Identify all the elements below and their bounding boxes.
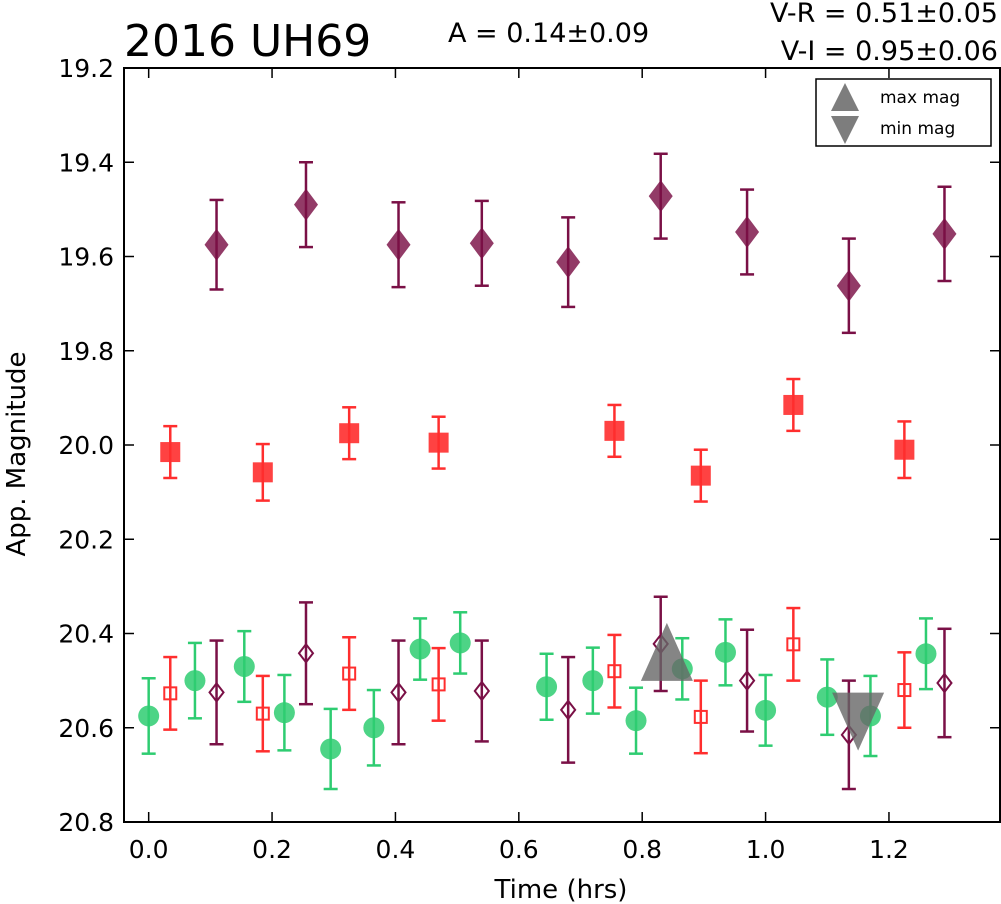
y-tick-label: 19.4 bbox=[58, 148, 114, 177]
open-diamond-point bbox=[208, 681, 225, 704]
open-square-point bbox=[255, 706, 270, 721]
series-diamond-filled bbox=[204, 152, 957, 335]
open-square-point bbox=[786, 637, 801, 652]
legend-min-label: min mag bbox=[880, 119, 955, 139]
legend: max mag min mag bbox=[815, 78, 992, 147]
x-tick-label: 1.0 bbox=[746, 835, 786, 864]
square-point bbox=[894, 439, 915, 460]
circle-point bbox=[536, 676, 558, 698]
series-circle-filled bbox=[138, 611, 937, 791]
error-bar bbox=[740, 628, 755, 733]
open-square-point bbox=[693, 709, 708, 724]
open-square-point bbox=[897, 683, 912, 698]
circle-point bbox=[625, 710, 647, 732]
error-bar bbox=[342, 636, 357, 712]
open-diamond-point bbox=[297, 642, 315, 664]
error-bar bbox=[897, 651, 912, 729]
diamond-point bbox=[386, 228, 411, 261]
legend-min-triangle-icon bbox=[831, 116, 859, 144]
error-bar bbox=[431, 646, 446, 722]
x-tick-label: 0.6 bbox=[499, 835, 539, 864]
error-bar bbox=[255, 674, 270, 753]
error-bar bbox=[391, 639, 406, 746]
square-point bbox=[604, 420, 625, 441]
circle-point bbox=[320, 738, 342, 760]
error-bar bbox=[786, 606, 801, 682]
square-point bbox=[160, 442, 181, 463]
circle-point bbox=[138, 705, 160, 727]
diamond-point bbox=[932, 217, 957, 250]
open-square-point bbox=[163, 686, 178, 701]
error-bar bbox=[209, 639, 224, 746]
circle-point bbox=[714, 641, 736, 663]
circle-point bbox=[449, 632, 471, 654]
legend-max-label: max mag bbox=[880, 88, 960, 108]
circle-point bbox=[363, 717, 385, 739]
amplitude-label: A = 0.14±0.09 bbox=[448, 18, 649, 49]
diamond-point bbox=[735, 215, 760, 248]
error-bar bbox=[561, 655, 576, 764]
square-point bbox=[339, 423, 360, 444]
square-point bbox=[783, 394, 804, 415]
circle-point bbox=[755, 699, 777, 721]
y-tick-label: 20.0 bbox=[58, 431, 114, 460]
circle-point bbox=[816, 686, 838, 708]
error-bar bbox=[607, 633, 622, 709]
error-bar bbox=[693, 679, 708, 755]
circle-point bbox=[184, 670, 206, 692]
diamond-point bbox=[469, 227, 494, 260]
y-tick-label: 19.8 bbox=[58, 337, 114, 366]
diamond-point bbox=[556, 246, 581, 279]
square-point bbox=[252, 462, 273, 483]
open-diamond-point bbox=[738, 669, 756, 692]
error-bar bbox=[298, 601, 313, 706]
object-title: 2016 UH69 bbox=[124, 16, 371, 67]
data-marks bbox=[138, 152, 957, 791]
square-point bbox=[690, 465, 711, 486]
error-bar bbox=[937, 627, 952, 739]
legend-max-triangle-icon bbox=[831, 83, 859, 111]
series-square-filled bbox=[160, 377, 915, 503]
circle-point bbox=[273, 702, 295, 724]
open-diamond-point bbox=[390, 681, 407, 704]
open-square-point bbox=[342, 666, 357, 681]
circle-point bbox=[915, 643, 937, 665]
diamond-point bbox=[204, 228, 229, 261]
max-mag-triangle bbox=[640, 622, 693, 681]
open-square-point bbox=[431, 677, 446, 692]
diamond-point bbox=[293, 188, 318, 221]
error-bar bbox=[163, 655, 178, 731]
x-tick-label: 0.8 bbox=[622, 835, 662, 864]
y-tick-label: 20.4 bbox=[58, 620, 114, 649]
x-tick-label: 0.4 bbox=[376, 835, 416, 864]
circle-point bbox=[233, 655, 255, 677]
x-tick-label: 0.2 bbox=[252, 835, 292, 864]
open-diamond-point bbox=[473, 680, 491, 702]
circle-point bbox=[409, 638, 431, 660]
open-diamond-point bbox=[936, 672, 953, 694]
series-square-open bbox=[163, 606, 912, 755]
vr-color-label: V-R = 0.51±0.05 bbox=[770, 0, 998, 29]
y-tick-label: 20.8 bbox=[58, 808, 114, 837]
y-axis-label: App. Magnitude bbox=[2, 351, 32, 556]
vi-color-label: V-I = 0.95±0.06 bbox=[781, 36, 998, 67]
y-tick-label: 20.2 bbox=[58, 525, 114, 554]
diamond-point bbox=[648, 180, 673, 213]
x-tick-label: 0.0 bbox=[129, 835, 169, 864]
error-bar bbox=[474, 639, 489, 743]
y-tick-label: 19.6 bbox=[58, 243, 114, 272]
y-tick-label: 19.2 bbox=[58, 54, 114, 83]
x-axis-label: Time (hrs) bbox=[494, 875, 628, 904]
y-tick-label: 20.6 bbox=[58, 714, 114, 743]
square-point bbox=[428, 432, 449, 453]
axis-ticks: 0.0 0.2 0.4 0.6 0.8 1.0 1.2 19.2 19.4 19.6 19.8 20.… bbox=[58, 54, 1000, 864]
plot-frame bbox=[123, 67, 1001, 823]
open-diamond-point bbox=[559, 699, 577, 721]
min-mag-triangle bbox=[832, 692, 885, 751]
x-tick-label: 1.2 bbox=[869, 835, 909, 864]
open-square-point bbox=[607, 664, 622, 679]
circle-point bbox=[582, 670, 604, 692]
diamond-point bbox=[836, 269, 861, 302]
